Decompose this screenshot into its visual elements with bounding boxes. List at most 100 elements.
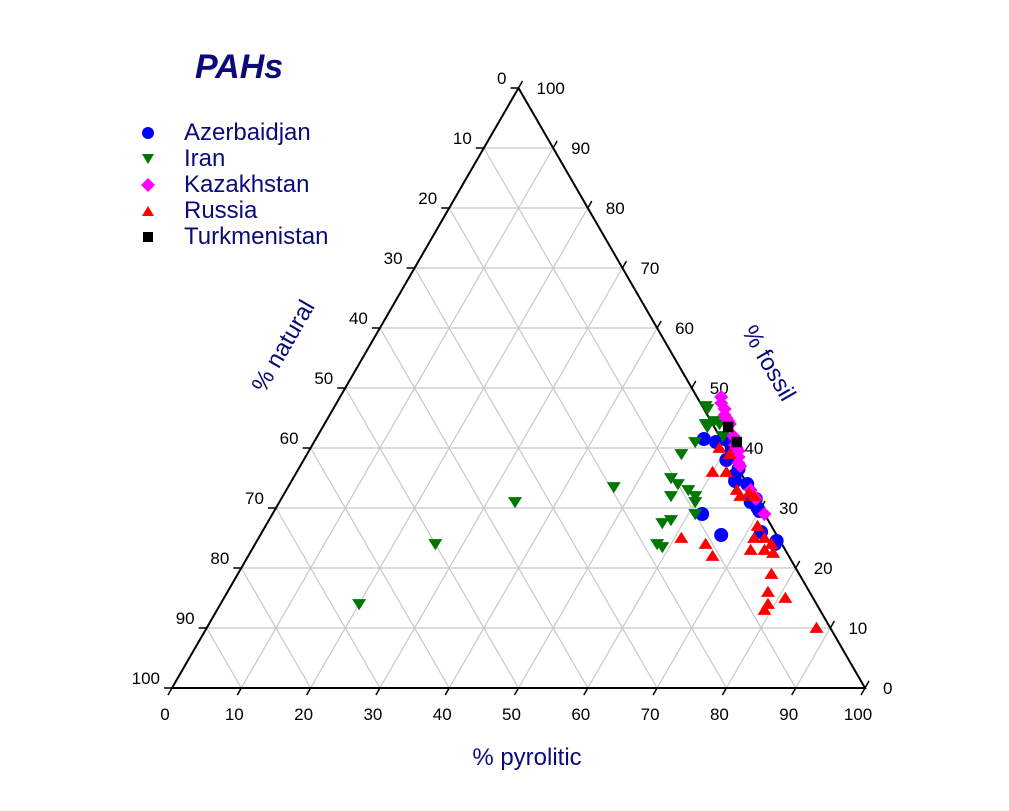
data-point xyxy=(681,485,696,497)
data-point xyxy=(700,422,715,434)
data-point xyxy=(663,515,678,527)
data-point xyxy=(715,431,730,443)
data-point xyxy=(670,479,685,491)
data-point xyxy=(809,621,824,633)
data-point xyxy=(733,489,748,501)
tick-label-pyrolitic: 90 xyxy=(779,705,798,724)
series-iran xyxy=(352,401,730,611)
tick-label-pyrolitic: 0 xyxy=(160,705,169,724)
data-point xyxy=(778,591,793,603)
tick-mark xyxy=(587,200,593,209)
tick-label-fossil: 60 xyxy=(675,319,694,338)
grid-line-natural-80 xyxy=(240,567,312,689)
series-russia xyxy=(674,441,824,633)
tick-label-pyrolitic: 70 xyxy=(641,705,660,724)
tick-mark xyxy=(444,687,450,696)
tick-label-pyrolitic: 60 xyxy=(571,705,590,724)
tick-label-natural: 20 xyxy=(418,189,437,208)
tick-mark xyxy=(513,687,520,696)
tick-mark xyxy=(691,380,697,389)
data-point xyxy=(747,531,762,543)
tick-label-natural: 80 xyxy=(210,549,229,568)
tick-mark xyxy=(829,620,836,629)
data-point xyxy=(655,518,670,530)
data-point xyxy=(508,497,523,509)
tick-label-natural: 10 xyxy=(453,129,472,148)
tick-mark xyxy=(721,687,728,696)
data-point xyxy=(663,491,678,503)
tick-label-pyrolitic: 100 xyxy=(844,705,872,724)
legend-label: Kazakhstan xyxy=(184,171,310,198)
grid-line-natural-30 xyxy=(414,267,658,689)
tick-label-fossil: 0 xyxy=(883,679,892,698)
tick-label-fossil: 30 xyxy=(779,499,798,518)
tick-label-natural: 40 xyxy=(349,309,368,328)
data-point xyxy=(722,447,737,459)
data-point xyxy=(688,437,703,449)
data-point xyxy=(688,509,703,521)
data-point xyxy=(731,436,743,448)
tick-label-pyrolitic: 50 xyxy=(502,705,521,724)
data-point xyxy=(352,599,367,611)
tick-label-fossil: 80 xyxy=(606,199,625,218)
tick-mark xyxy=(791,687,797,696)
data-point xyxy=(722,421,734,433)
grid-line-pyrolitic-10 xyxy=(240,147,554,689)
data-point xyxy=(757,531,772,543)
legend-marker-triangle-up-icon xyxy=(142,206,154,216)
grid-line-natural-70 xyxy=(275,507,381,689)
data-point xyxy=(750,519,765,531)
data-point xyxy=(728,474,743,488)
data-point xyxy=(705,465,720,477)
tick-label-natural: 100 xyxy=(132,669,160,688)
data-point xyxy=(712,441,727,453)
axis-label-fossil: % fossil xyxy=(736,321,801,406)
grid-line-natural-50 xyxy=(344,387,520,689)
data-point xyxy=(655,542,670,554)
data-point xyxy=(764,537,779,549)
tick-label-natural: 0 xyxy=(497,69,506,88)
data-point xyxy=(719,465,734,477)
tick-label-fossil: 90 xyxy=(571,139,590,158)
tick-label-natural: 90 xyxy=(176,609,195,628)
tick-label-fossil: 70 xyxy=(640,259,659,278)
data-point xyxy=(747,489,762,501)
data-point xyxy=(606,482,621,494)
tick-mark xyxy=(795,560,801,569)
data-point xyxy=(760,585,775,597)
tick-label-natural: 50 xyxy=(314,369,333,388)
data-point xyxy=(733,459,748,473)
data-point xyxy=(757,543,772,555)
grid-line-natural-60 xyxy=(310,447,450,689)
tick-mark xyxy=(652,687,658,696)
tick-label-fossil: 100 xyxy=(537,79,565,98)
tick-mark xyxy=(167,687,173,696)
tick-label-fossil: 10 xyxy=(848,619,867,638)
grid-line-pyrolitic-70 xyxy=(656,507,762,689)
data-point xyxy=(757,507,772,521)
grid xyxy=(206,147,831,689)
grid-line-pyrolitic-30 xyxy=(379,267,623,689)
legend-label: Azerbaidjan xyxy=(184,119,311,146)
tick-label-fossil: 20 xyxy=(814,559,833,578)
tick-mark xyxy=(236,687,242,696)
data-point xyxy=(764,567,779,579)
legend-marker-circle-icon xyxy=(142,127,154,139)
tick-mark xyxy=(305,687,312,696)
series-turkmenistan xyxy=(722,421,743,448)
axis-label-natural: % natural xyxy=(246,296,320,397)
data-point xyxy=(698,537,713,549)
data-point xyxy=(696,432,711,446)
chart-title: PAHs xyxy=(195,48,284,86)
tick-mark xyxy=(375,687,381,696)
x-axis-label-pyrolitic: % pyrolitic xyxy=(472,744,581,771)
tick-label-pyrolitic: 40 xyxy=(433,705,452,724)
data-point xyxy=(714,528,729,542)
legend-label: Turkmenistan xyxy=(184,223,329,250)
tick-label-pyrolitic: 80 xyxy=(710,705,729,724)
grid-line-natural-10 xyxy=(483,147,797,689)
tick-label-fossil: 40 xyxy=(744,439,763,458)
tick-label-pyrolitic: 10 xyxy=(225,705,244,724)
data-point xyxy=(766,546,781,558)
